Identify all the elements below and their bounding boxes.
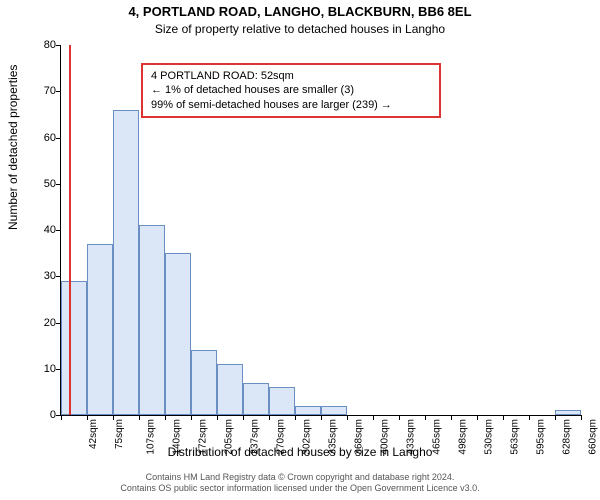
footer-attribution: Contains HM Land Registry data © Crown c… bbox=[0, 472, 600, 494]
chart-title-main: 4, PORTLAND ROAD, LANGHO, BLACKBURN, BB6… bbox=[0, 4, 600, 19]
footer-line2: Contains OS public sector information li… bbox=[0, 483, 600, 494]
annotation-line: ← 1% of detached houses are smaller (3) bbox=[151, 83, 431, 97]
x-tick-mark bbox=[295, 415, 296, 420]
histogram-bar bbox=[269, 387, 295, 415]
x-tick-mark bbox=[113, 415, 114, 420]
y-tick-label: 40 bbox=[44, 224, 56, 236]
x-tick-mark bbox=[139, 415, 140, 420]
histogram-bar bbox=[87, 244, 113, 415]
y-axis-label: Number of detached properties bbox=[6, 65, 20, 230]
histogram-bar bbox=[217, 364, 243, 415]
histogram-bar bbox=[113, 110, 139, 415]
histogram-bar bbox=[191, 350, 217, 415]
x-tick-mark bbox=[243, 415, 244, 420]
marker-vline bbox=[69, 45, 71, 415]
histogram-bar bbox=[243, 383, 269, 415]
histogram-bar bbox=[321, 406, 347, 415]
annotation-box: 4 PORTLAND ROAD: 52sqm← 1% of detached h… bbox=[141, 63, 441, 118]
x-tick-mark bbox=[373, 415, 374, 420]
y-tick-label: 50 bbox=[44, 178, 56, 190]
x-tick-mark bbox=[581, 415, 582, 420]
x-tick-mark bbox=[503, 415, 504, 420]
x-tick-mark bbox=[399, 415, 400, 420]
x-tick-mark bbox=[451, 415, 452, 420]
x-tick-mark bbox=[347, 415, 348, 420]
y-tick-label: 80 bbox=[44, 39, 56, 51]
y-tick-label: 60 bbox=[44, 132, 56, 144]
y-tick-mark bbox=[56, 45, 61, 46]
x-tick-mark bbox=[165, 415, 166, 420]
x-tick-mark bbox=[477, 415, 478, 420]
y-tick-mark bbox=[56, 276, 61, 277]
annotation-line: 99% of semi-detached houses are larger (… bbox=[151, 98, 431, 112]
x-tick-mark bbox=[217, 415, 218, 420]
y-tick-mark bbox=[56, 138, 61, 139]
footer-line1: Contains HM Land Registry data © Crown c… bbox=[0, 472, 600, 483]
chart-title-sub: Size of property relative to detached ho… bbox=[0, 22, 600, 36]
x-tick-mark bbox=[269, 415, 270, 420]
y-tick-label: 30 bbox=[44, 270, 56, 282]
x-tick-mark bbox=[191, 415, 192, 420]
y-tick-label: 10 bbox=[44, 363, 56, 375]
x-tick-mark bbox=[529, 415, 530, 420]
chart-container: 4, PORTLAND ROAD, LANGHO, BLACKBURN, BB6… bbox=[0, 0, 600, 500]
histogram-bar bbox=[61, 281, 87, 415]
histogram-bar bbox=[139, 225, 165, 415]
x-tick-mark bbox=[61, 415, 62, 420]
histogram-bar bbox=[165, 253, 191, 415]
annotation-line: 4 PORTLAND ROAD: 52sqm bbox=[151, 69, 431, 83]
y-tick-mark bbox=[56, 184, 61, 185]
x-tick-mark bbox=[321, 415, 322, 420]
y-tick-mark bbox=[56, 91, 61, 92]
y-tick-label: 0 bbox=[50, 409, 56, 421]
histogram-bar bbox=[555, 410, 581, 415]
x-tick-mark bbox=[87, 415, 88, 420]
plot-area: 4 PORTLAND ROAD: 52sqm← 1% of detached h… bbox=[60, 45, 581, 416]
x-tick-mark bbox=[425, 415, 426, 420]
x-tick-mark bbox=[555, 415, 556, 420]
y-tick-label: 70 bbox=[44, 85, 56, 97]
y-tick-mark bbox=[56, 230, 61, 231]
y-tick-label: 20 bbox=[44, 317, 56, 329]
histogram-bar bbox=[295, 406, 321, 415]
x-axis-label: Distribution of detached houses by size … bbox=[0, 445, 600, 459]
